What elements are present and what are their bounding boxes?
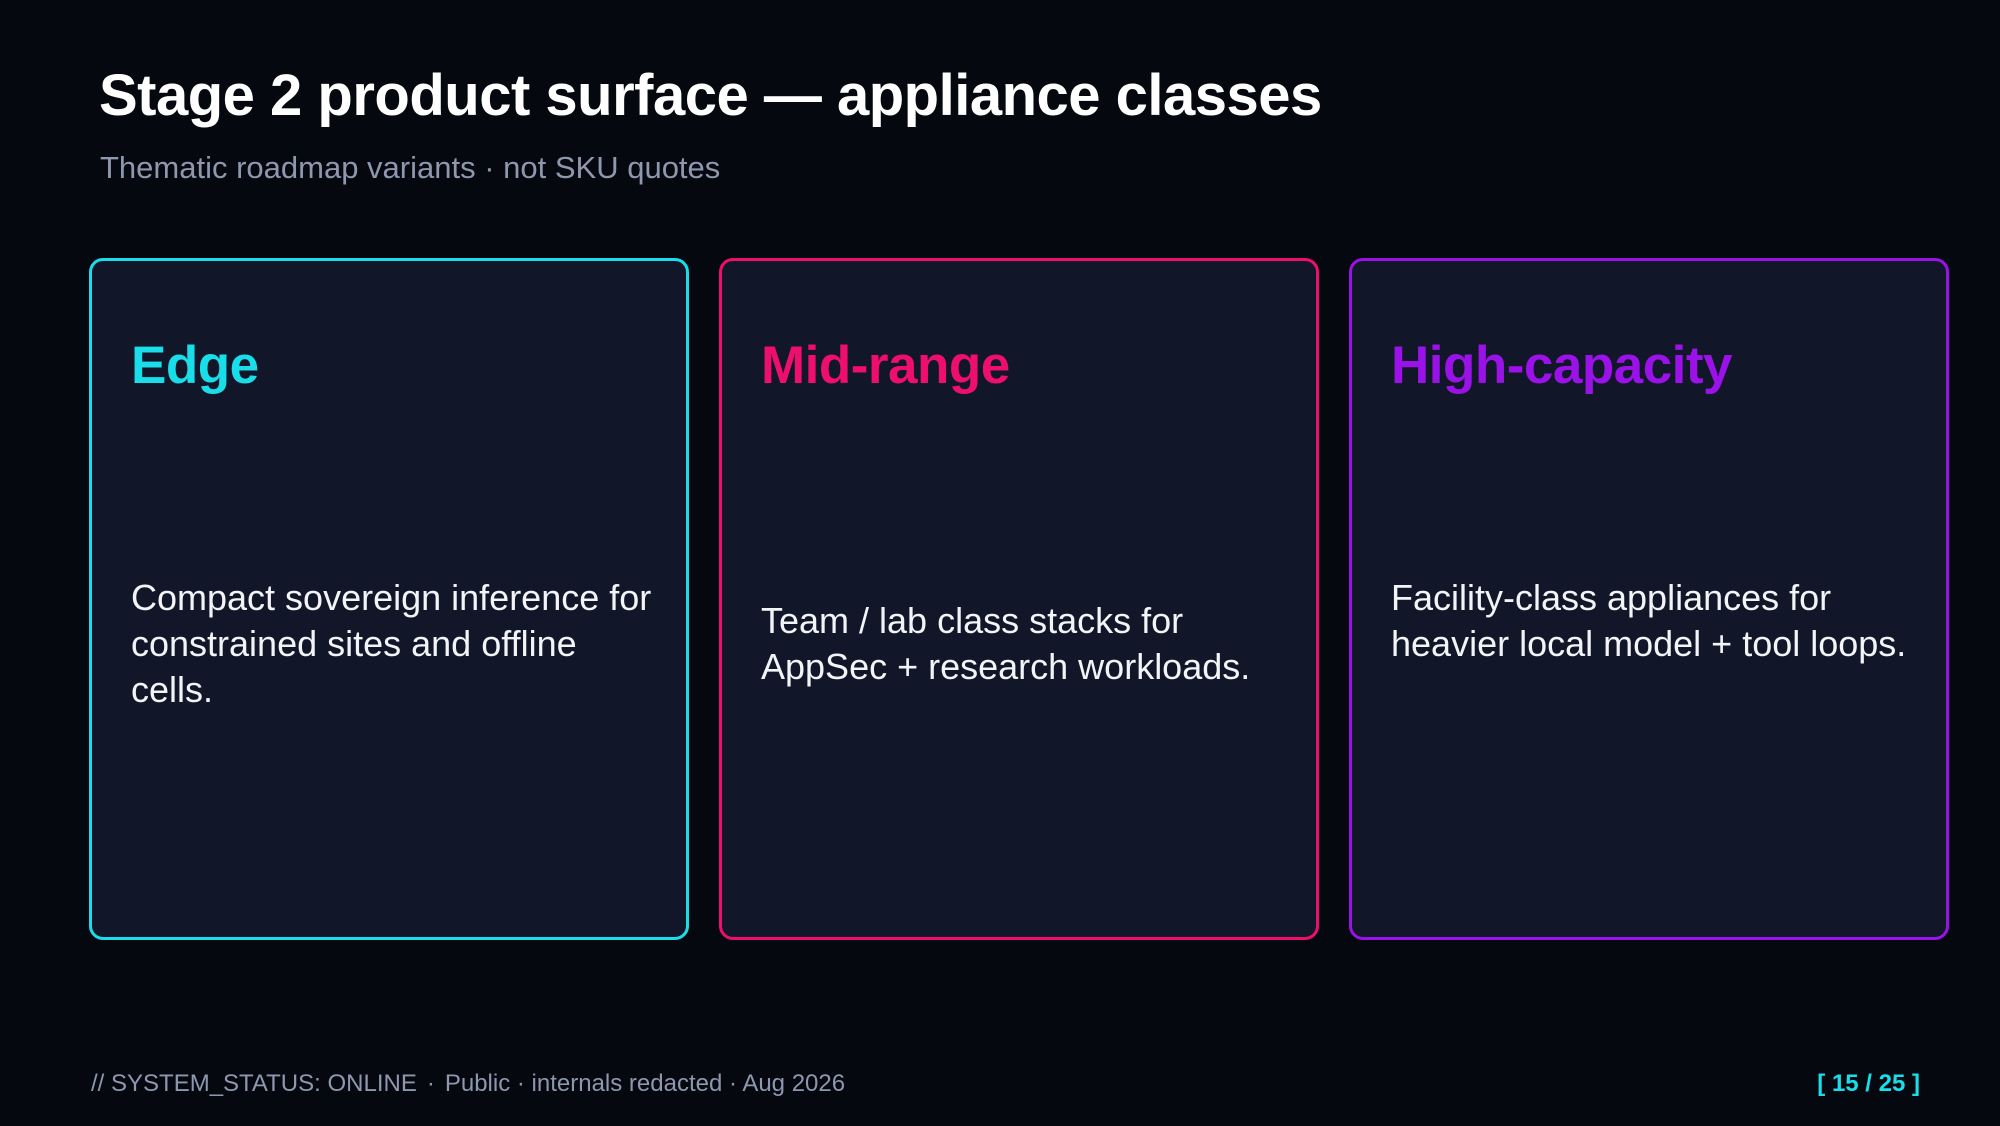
footer-separator: · — [426, 1070, 435, 1097]
system-status: // SYSTEM_STATUS: ONLINE — [91, 1070, 417, 1097]
card-description: Compact sovereign inference for constrai… — [131, 577, 652, 710]
card-title: Mid-range — [761, 336, 1010, 395]
card-description: Facility-class appliances for heavier lo… — [1391, 577, 1907, 664]
card-title: Edge — [131, 336, 259, 395]
card-edge: Edge Compact sovereign inference for con… — [89, 258, 689, 940]
card-title: High-capacity — [1391, 336, 1733, 395]
footer-note: Public · internals redacted · Aug 2026 — [444, 1070, 846, 1097]
page-counter: [ 15 / 25 ] — [1817, 1070, 1920, 1097]
card-mid-range: Mid-range Team / lab class stacks for Ap… — [719, 258, 1319, 940]
slide-subtitle: Thematic roadmap variants · not SKU quot… — [100, 150, 721, 185]
card-high-capacity: High-capacity Facility-class appliances … — [1349, 258, 1949, 940]
footer: // SYSTEM_STATUS: ONLINE · Public · intern… — [91, 1072, 845, 1096]
card-description: Team / lab class stacks for AppSec + res… — [761, 600, 1251, 687]
slide-title: Stage 2 product surface — appliance clas… — [99, 63, 1322, 128]
card-grid: Edge Compact sovereign inference for con… — [89, 258, 1951, 940]
